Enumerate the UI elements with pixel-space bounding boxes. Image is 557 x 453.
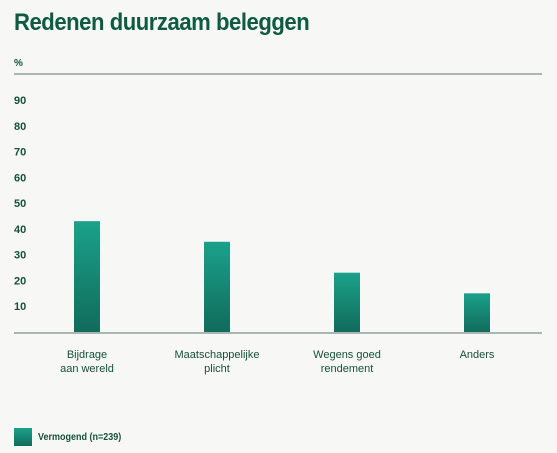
x-category-label-line: aan wereld: [60, 363, 114, 375]
y-axis-ticks: 10 20 30 40 50 60 70 80 90: [14, 95, 26, 313]
y-axis-unit-label: %: [14, 58, 23, 69]
bar: [204, 241, 230, 332]
y-tick-label: 60: [14, 172, 26, 184]
legend-swatch: [14, 428, 32, 446]
y-tick-label: 20: [14, 275, 26, 287]
x-category-label: Wegens goed rendement: [313, 349, 381, 375]
y-tick-label: 80: [14, 121, 26, 133]
x-category-label: Anders: [460, 349, 495, 361]
bar: [74, 221, 100, 332]
bars: [74, 221, 490, 332]
legend-label: Vermogend (n=239): [38, 431, 122, 443]
x-category-label-line: Anders: [460, 349, 495, 361]
y-tick-label: 10: [14, 301, 26, 313]
bar: [464, 293, 490, 332]
y-tick-label: 90: [14, 95, 26, 107]
x-category-label: Maatschappelijke plicht: [175, 349, 260, 375]
x-category-label: Bijdrage aan wereld: [60, 349, 114, 375]
x-category-label-line: Wegens goed: [313, 349, 381, 361]
y-tick-label: 40: [14, 224, 26, 236]
bar: [334, 272, 360, 332]
x-category-label-line: Bijdrage: [67, 349, 107, 361]
y-tick-label: 30: [14, 250, 26, 262]
top-rule: [14, 73, 542, 75]
x-category-label-line: plicht: [204, 363, 230, 375]
chart-title: Redenen duurzaam beleggen: [14, 9, 310, 36]
legend: Vermogend (n=239): [14, 428, 131, 446]
x-category-label-line: rendement: [321, 363, 374, 375]
x-category-label-line: Maatschappelijke: [175, 349, 260, 361]
x-axis-labels: Bijdrage aan wereld Maatschappelijke plicht…: [60, 349, 495, 375]
y-tick-label: 70: [14, 147, 26, 159]
y-tick-label: 50: [14, 198, 26, 210]
